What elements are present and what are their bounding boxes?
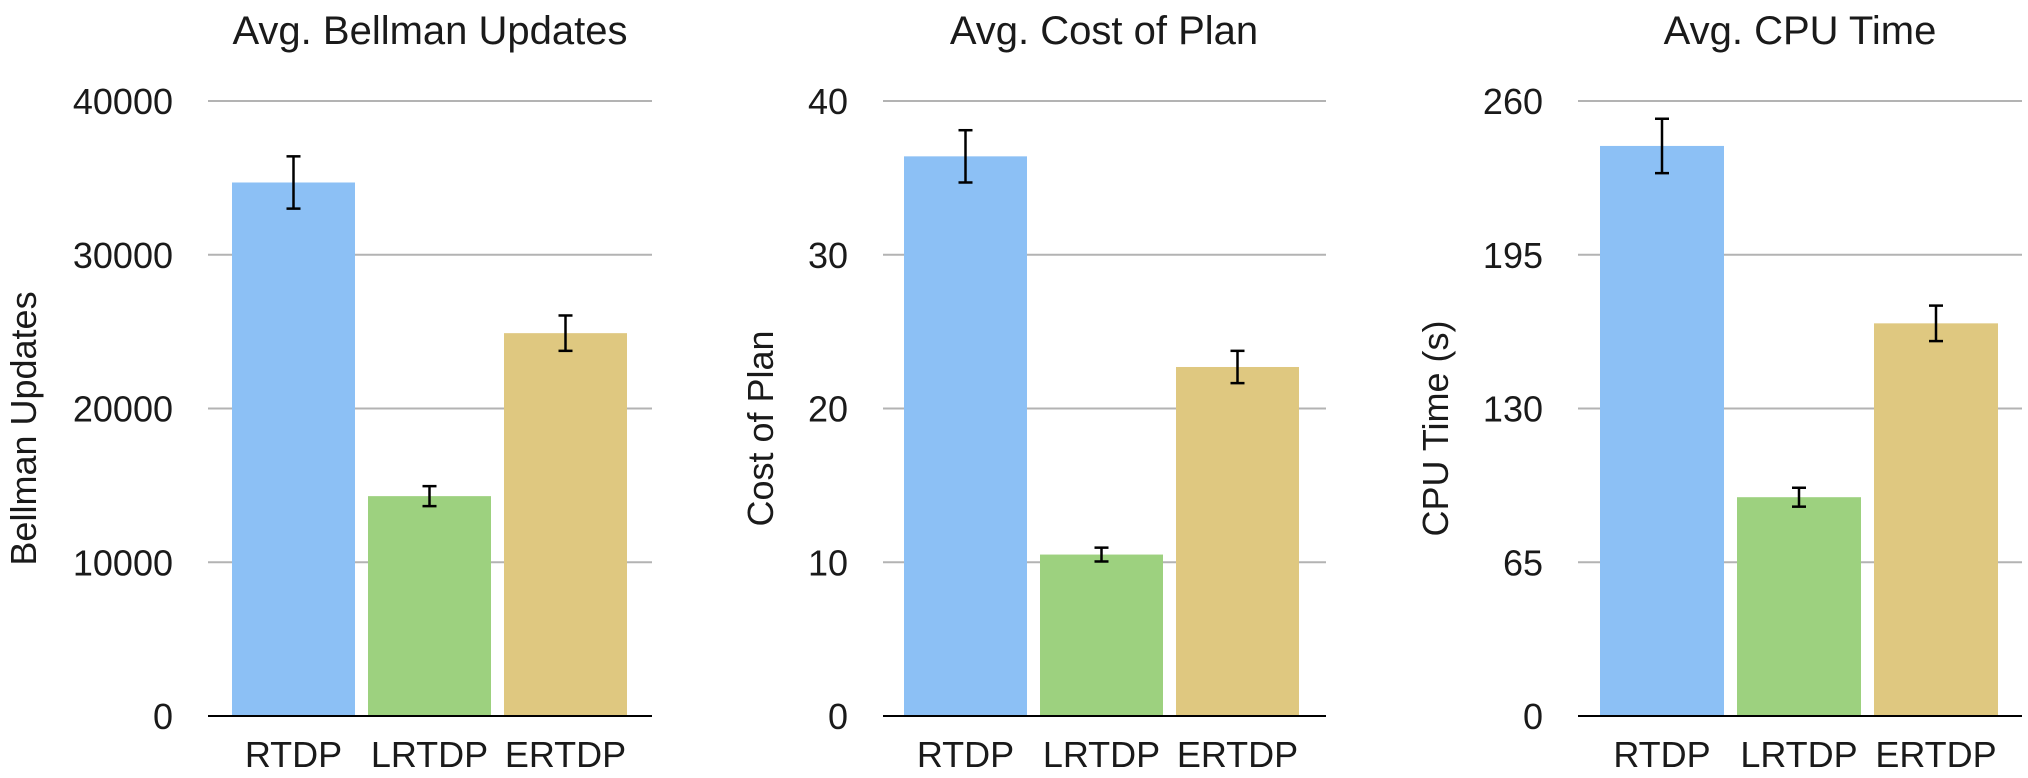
error-bar <box>286 155 301 210</box>
chart-panel-3: Avg. CPU Time CPU Time (s) 0 65 130 195 260 RTD… <box>1415 9 2022 775</box>
error-bar <box>1792 486 1806 508</box>
x-category-label: ERTDP <box>505 734 626 775</box>
y-tick-label: 195 <box>1483 235 1543 276</box>
y-tick-label: 130 <box>1483 389 1543 430</box>
y-axis-label: Cost of Plan <box>740 330 781 526</box>
bar-rtdp <box>904 156 1027 717</box>
bar-lrtdp <box>1737 497 1861 716</box>
y-axis-label: Bellman Updates <box>3 291 44 565</box>
y-tick-label: 40000 <box>73 81 173 122</box>
x-category-label: ERTDP <box>1177 734 1298 775</box>
error-bar <box>1230 349 1245 385</box>
bar-lrtdp <box>1040 554 1163 716</box>
chart-panel-1: Avg. Bellman Updates Bellman Updates 0 1000… <box>3 9 652 775</box>
x-category-label: ERTDP <box>1875 734 1996 775</box>
x-category-label: LRTDP <box>371 734 488 775</box>
error-bar <box>558 314 573 353</box>
error-bar <box>1929 304 1943 343</box>
x-category-label: LRTDP <box>1043 734 1160 775</box>
x-category-label: RTDP <box>917 734 1014 775</box>
bar-rtdp <box>1600 145 1724 716</box>
x-category-label: RTDP <box>245 734 342 775</box>
y-tick-label: 0 <box>153 696 173 737</box>
chart-title: Avg. CPU Time <box>1664 9 1937 53</box>
bar-lrtdp <box>368 496 491 716</box>
y-tick-label: 30000 <box>73 235 173 276</box>
chart-panel-2: Avg. Cost of Plan Cost of Plan 0 10 20 30 40 RT… <box>740 9 1326 775</box>
error-bar <box>422 484 437 508</box>
y-tick-label: 260 <box>1483 81 1543 122</box>
y-tick-label: 10000 <box>73 542 173 583</box>
bar-ertdp <box>504 333 627 716</box>
error-bar <box>1094 546 1109 563</box>
y-tick-label: 20000 <box>73 389 173 430</box>
bar-rtdp <box>232 182 355 717</box>
y-axis-label: CPU Time (s) <box>1415 321 1456 537</box>
y-tick-label: 20 <box>808 389 848 430</box>
y-tick-label: 40 <box>808 81 848 122</box>
bar-ertdp <box>1176 366 1299 716</box>
chart-title: Avg. Bellman Updates <box>232 9 627 53</box>
y-tick-label: 65 <box>1503 542 1543 583</box>
x-category-label: RTDP <box>1613 734 1710 775</box>
error-bar <box>1655 117 1669 175</box>
y-tick-label: 30 <box>808 235 848 276</box>
y-tick-label: 10 <box>808 542 848 583</box>
x-category-label: LRTDP <box>1740 734 1857 775</box>
chart-title: Avg. Cost of Plan <box>950 9 1258 53</box>
y-tick-label: 0 <box>828 696 848 737</box>
bar-ertdp <box>1874 323 1998 716</box>
y-tick-label: 0 <box>1523 696 1543 737</box>
error-bar <box>958 128 973 184</box>
